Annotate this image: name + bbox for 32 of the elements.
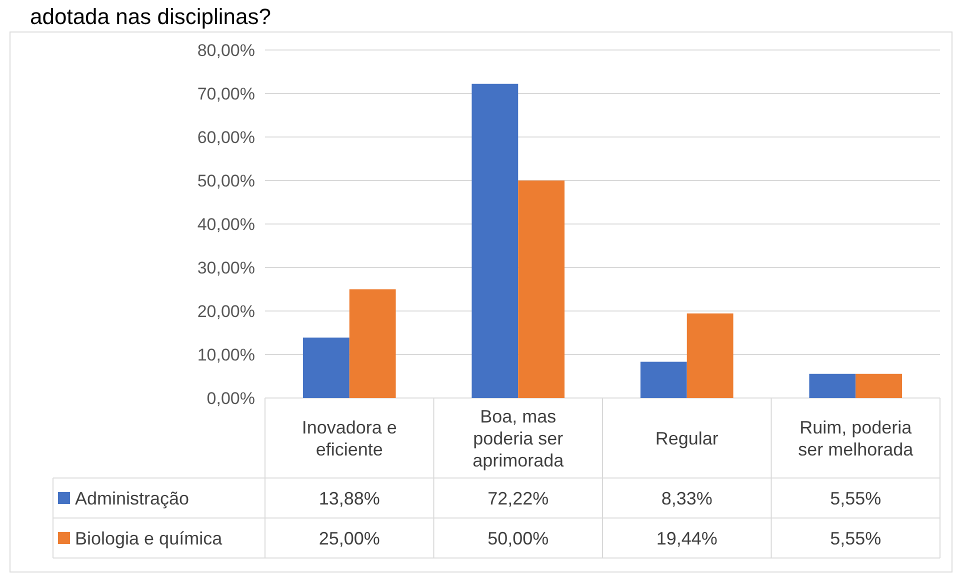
- y-tick-label: 60,00%: [197, 128, 255, 147]
- bar: [809, 374, 856, 398]
- legend-label: Administração: [75, 488, 190, 508]
- bar: [856, 374, 902, 398]
- legend-label: Biologia e química: [75, 528, 224, 548]
- data-label: 8,33%: [661, 488, 712, 508]
- x-tick-label: Boa, mas poderia ser aprimorada: [472, 406, 565, 470]
- data-label: 5,55%: [830, 488, 882, 508]
- bar: [349, 289, 396, 398]
- y-tick-label: 70,00%: [197, 84, 255, 104]
- data-label: 25,00%: [318, 528, 380, 548]
- y-tick-label: 0,00%: [206, 388, 255, 408]
- data-label: 72,22%: [488, 488, 549, 508]
- chart-title: adotada nas disciplinas?: [30, 4, 271, 29]
- bar: [302, 338, 350, 398]
- y-tick-label: 10,00%: [197, 345, 255, 364]
- bar: [472, 84, 518, 398]
- y-tick-label: 50,00%: [197, 171, 255, 190]
- y-tick-label: 20,00%: [197, 302, 255, 321]
- x-tick-label: Inovadora e eficiente: [302, 417, 397, 460]
- bar: [640, 362, 687, 398]
- y-tick-label: 40,00%: [197, 214, 255, 234]
- data-label: 19,44%: [656, 528, 718, 548]
- data-label: 5,55%: [830, 528, 882, 548]
- x-tick-label: Regular: [655, 428, 718, 448]
- y-tick-label: 80,00%: [197, 40, 255, 60]
- bar: [518, 180, 565, 398]
- data-label: 50,00%: [488, 528, 549, 548]
- x-tick-label: Ruim, poderia ser melhorada: [798, 417, 914, 460]
- bar: [686, 313, 734, 398]
- y-tick-label: 30,00%: [197, 258, 255, 278]
- data-label: 13,88%: [318, 488, 380, 508]
